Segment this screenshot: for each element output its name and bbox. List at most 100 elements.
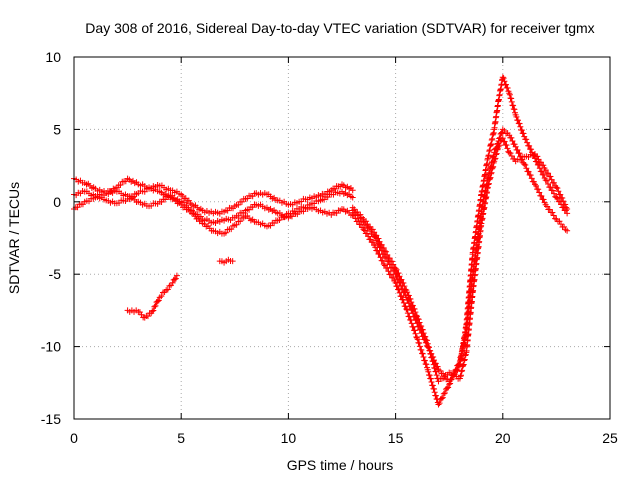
data-point-fill	[460, 361, 467, 368]
data-point-fill	[396, 289, 403, 296]
data-point-fill	[494, 146, 501, 153]
data-point-fill	[228, 226, 235, 233]
data-point-fill	[491, 156, 498, 163]
data-point-fill	[538, 192, 545, 199]
data-point-fill	[149, 308, 156, 315]
data-point-fill	[547, 184, 554, 191]
data-point-fill	[457, 373, 464, 380]
data-point-fill	[496, 142, 503, 149]
data-point-fill	[562, 201, 569, 208]
data-point-fill	[488, 169, 495, 176]
data-point-fill	[375, 235, 382, 242]
data-point-fill	[405, 292, 412, 299]
data-point	[521, 161, 528, 168]
data-point-fill	[497, 130, 504, 137]
data-point-fill	[384, 251, 391, 258]
data-point-fill	[543, 177, 550, 184]
data-point-fill	[524, 139, 531, 146]
data-point-fill	[515, 117, 522, 124]
data-point-fill	[74, 204, 81, 211]
data-point-fill	[516, 150, 523, 157]
data-point-fill	[233, 221, 240, 228]
data-point-fill	[517, 123, 524, 130]
data-point	[446, 381, 453, 388]
data-point-fill	[487, 174, 494, 181]
data-point-fill	[526, 142, 533, 149]
data-point-fill	[412, 330, 419, 337]
data-point	[564, 206, 571, 213]
data-point-fill	[404, 289, 411, 296]
data-point-fill	[369, 226, 376, 233]
data-point-fill	[461, 357, 468, 364]
data-point	[542, 166, 549, 173]
data-point-fill	[383, 248, 390, 255]
y-tick-label: 10	[45, 49, 61, 65]
data-point-fill	[503, 81, 510, 88]
x-tick-label: 15	[388, 430, 404, 446]
data-point-fill	[376, 251, 383, 258]
y-tick-label: 5	[53, 121, 61, 137]
data-point-fill	[533, 182, 540, 189]
data-point-fill	[117, 182, 124, 189]
series-track-h	[216, 256, 236, 266]
data-point-fill	[377, 254, 384, 261]
data-point-fill	[508, 95, 515, 102]
data-point	[414, 313, 421, 320]
data-point-fill	[548, 176, 555, 183]
data-point	[553, 184, 560, 191]
data-point	[542, 177, 549, 184]
x-tick-label: 20	[495, 430, 511, 446]
data-point-fill	[419, 350, 426, 357]
data-point-fill	[545, 180, 552, 187]
data-point-fill	[460, 362, 467, 369]
data-point-fill	[440, 375, 447, 382]
x-tick-label: 5	[177, 430, 185, 446]
data-point	[564, 227, 571, 234]
data-point-fill	[536, 189, 543, 196]
data-point-fill	[373, 232, 380, 239]
data-point-fill	[401, 283, 408, 290]
data-point	[506, 149, 513, 156]
data-point-fill	[355, 218, 362, 225]
data-point-fill	[411, 327, 418, 334]
data-point-fill	[418, 347, 425, 354]
data-point-fill	[530, 178, 537, 185]
data-point-fill	[376, 238, 383, 245]
data-point-fill	[433, 372, 440, 379]
data-point-fill	[352, 215, 359, 222]
data-point-fill	[155, 297, 162, 304]
data-point-fill	[404, 306, 411, 313]
data-point-fill	[493, 151, 500, 158]
data-point-fill	[522, 161, 529, 168]
data-point-fill	[419, 326, 426, 333]
data-point-fill	[462, 352, 469, 359]
data-point-fill	[151, 303, 158, 310]
data-point-fill	[452, 367, 459, 374]
data-point-fill	[546, 206, 553, 213]
data-point-fill	[549, 209, 556, 216]
data-point	[435, 401, 442, 408]
data-point-fill	[416, 340, 423, 347]
data-point-fill	[235, 212, 242, 219]
data-point-fill	[527, 172, 534, 179]
data-point-fill	[400, 299, 407, 306]
data-point-fill	[509, 137, 516, 144]
data-point-fill	[427, 347, 434, 354]
data-point-fill	[550, 212, 557, 219]
data-point-fill	[404, 310, 411, 317]
data-point-fill	[351, 212, 358, 219]
data-point-fill	[416, 319, 423, 326]
data-point-fill	[420, 330, 427, 337]
data-point-fill	[150, 307, 157, 314]
data-point-fill	[448, 376, 455, 383]
data-point-fill	[535, 186, 542, 193]
data-point-fill	[413, 312, 420, 319]
data-point-fill	[538, 168, 545, 175]
data-point-fill	[421, 357, 428, 364]
data-point-fill	[433, 368, 440, 375]
data-point-fill	[513, 113, 520, 120]
data-point-fill	[276, 217, 283, 224]
data-point	[349, 211, 356, 218]
data-point-fill	[420, 354, 427, 361]
